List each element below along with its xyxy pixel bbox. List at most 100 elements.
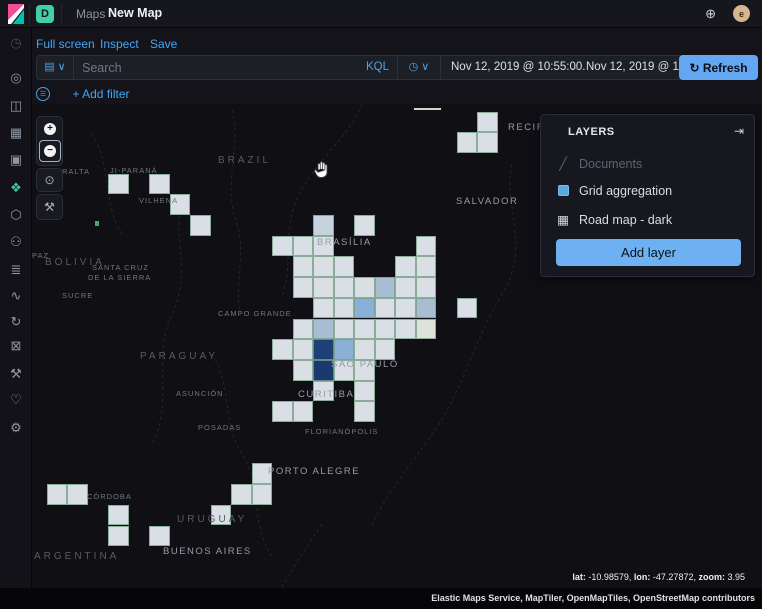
filter-icon[interactable]: ☰: [36, 86, 50, 101]
grid-cell: [313, 359, 334, 381]
sidebar-item-maps-icon[interactable]: ❖: [10, 180, 22, 195]
grid-cell: [354, 277, 375, 298]
grid-cell: [313, 380, 334, 402]
zoom-out-button[interactable]: −: [44, 145, 56, 157]
sidebar-item-visualize-icon[interactable]: ◫: [9, 98, 23, 113]
grid-cell: [313, 318, 334, 340]
grid-cell: [374, 339, 395, 360]
grid-cell: [149, 525, 170, 547]
grid-cell: [272, 235, 293, 257]
header-divider: [29, 4, 30, 24]
search-field-wrap: KQL: [73, 55, 398, 80]
saved-query-button[interactable]: ▤ ∨: [36, 55, 74, 80]
grid-cell: [354, 215, 375, 236]
grid-cell: [46, 484, 67, 505]
filter-bar: ☰ + Add filter: [36, 85, 130, 103]
search-bar: ▤ ∨ KQL ◷ ∨ Nov 12, 2019 @ 10:55:00. → N…: [36, 55, 758, 80]
save-link[interactable]: Save: [150, 37, 178, 51]
search-input[interactable]: [82, 57, 342, 78]
grid-cell: [456, 132, 477, 153]
grid-cell: [292, 235, 313, 257]
grid-cell: [333, 339, 354, 360]
kibana-logo-icon[interactable]: [8, 4, 24, 24]
sidebar-item-monitoring-icon[interactable]: ♡: [10, 392, 22, 407]
app-sidebar: ◷◎◫▦▣❖⬡⚇≣∿↻⊠⚒♡⚙ ⇥: [0, 28, 32, 609]
sidebar-item-uptime-icon[interactable]: ↻: [10, 314, 22, 329]
grid-cell: [272, 339, 293, 360]
time-quick-select-button[interactable]: ◷ ∨: [397, 55, 441, 80]
grid-cell: [395, 277, 416, 298]
sidebar-item-management-icon[interactable]: ⚙: [10, 420, 22, 435]
layer-label: Grid aggregation: [579, 184, 673, 198]
space-badge[interactable]: D: [36, 5, 54, 23]
start-date[interactable]: Nov 12, 2019 @ 10:55:00.: [451, 61, 586, 73]
grid-cell: [333, 359, 354, 381]
sidebar-item-canvas-icon[interactable]: ▣: [9, 152, 23, 167]
tools-button[interactable]: ⚒: [36, 194, 63, 220]
grid-cell: [292, 401, 313, 422]
sidebar-item-siem-icon[interactable]: ⊠: [10, 338, 22, 353]
map-canvas[interactable]: BRAZIL BOLIVIA PARAGUAY URUGUAY ARGENTINA REC…: [32, 104, 762, 588]
sidebar-item-metrics-icon[interactable]: ∿: [10, 288, 22, 303]
grid-cell: [415, 256, 436, 278]
sidebar-item-graph-icon[interactable]: ⚇: [10, 234, 22, 249]
layer-label: Road map - dark: [579, 213, 673, 227]
bottom-bar: Elastic Maps Service, MapTiler, OpenMapT…: [0, 588, 762, 609]
zoom-control-panel: + −: [36, 116, 63, 166]
inspect-link[interactable]: Inspect: [100, 37, 139, 51]
layers-collapse-icon[interactable]: ⇥: [733, 124, 744, 138]
sidebar-item-logs-icon[interactable]: ≣: [10, 262, 22, 277]
grid-cell: [333, 297, 354, 319]
grid-cell: [231, 484, 252, 505]
grid-cell: [477, 111, 498, 133]
grid-cell: [354, 380, 375, 402]
basemap-grid-icon: ▦: [557, 213, 569, 227]
grid-cell: [333, 277, 354, 298]
grid-cell: [108, 525, 129, 547]
kql-language-toggle[interactable]: KQL: [365, 61, 389, 73]
refresh-button[interactable]: ↻ Refresh: [679, 55, 758, 80]
sidebar-item-recent-icon[interactable]: ◷: [10, 35, 22, 50]
grid-cell: [210, 504, 231, 526]
globe-help-icon[interactable]: ⊕: [705, 6, 716, 21]
grid-cell: [292, 256, 313, 278]
road-segment: [414, 108, 441, 110]
grid-cell: [415, 297, 436, 319]
breadcrumb-maps[interactable]: Maps: [76, 7, 106, 21]
grid-cell: [456, 297, 477, 319]
full-screen-link[interactable]: Full screen: [36, 37, 95, 51]
layer-row-documents[interactable]: ╱ Documents: [556, 156, 642, 171]
grid-cell: [313, 256, 334, 278]
grid-cell: [108, 173, 129, 195]
layer-row-grid-aggregation[interactable]: Grid aggregation: [556, 184, 672, 198]
zoom-in-button[interactable]: +: [44, 123, 56, 135]
set-view-button[interactable]: ⊙: [36, 168, 63, 192]
grid-cell: [354, 359, 375, 381]
layer-row-road-map-dark[interactable]: ▦ Road map - dark: [556, 212, 672, 227]
date-range-arrow-icon: →: [569, 61, 581, 73]
header-divider: [61, 4, 62, 24]
grid-cell: [354, 401, 375, 422]
layer-swatch-icon: [556, 184, 570, 198]
grid-cell: [374, 277, 395, 298]
page-title: New Map: [108, 6, 163, 20]
grid-cell: [292, 359, 313, 381]
grid-cell: [149, 173, 170, 195]
grid-cell: [395, 297, 416, 319]
add-layer-button[interactable]: Add layer: [556, 239, 741, 266]
grid-cell: [313, 339, 334, 360]
sidebar-item-dev-tools-icon[interactable]: ⚒: [10, 366, 22, 381]
grid-cell: [354, 297, 375, 319]
sidebar-item-machine-learning-icon[interactable]: ⬡: [10, 207, 22, 222]
sidebar-item-discover-icon[interactable]: ◎: [10, 70, 22, 85]
grid-cell: [108, 504, 129, 526]
top-header: D Maps New Map ⊕ e: [0, 0, 762, 28]
user-avatar[interactable]: e: [733, 5, 750, 22]
layers-panel: LAYERS ⇥ ╱ Documents Grid aggregation ▦ Road…: [540, 114, 755, 277]
grid-cell: [354, 318, 375, 340]
map-coordinates: lat: -10.98579, lon: -47.27872, zoom: 3.…: [572, 572, 745, 582]
grid-cell: [272, 401, 293, 422]
add-filter-link[interactable]: + Add filter: [72, 86, 130, 101]
grid-cell: [251, 463, 272, 485]
sidebar-item-dashboard-icon[interactable]: ▦: [9, 125, 23, 140]
